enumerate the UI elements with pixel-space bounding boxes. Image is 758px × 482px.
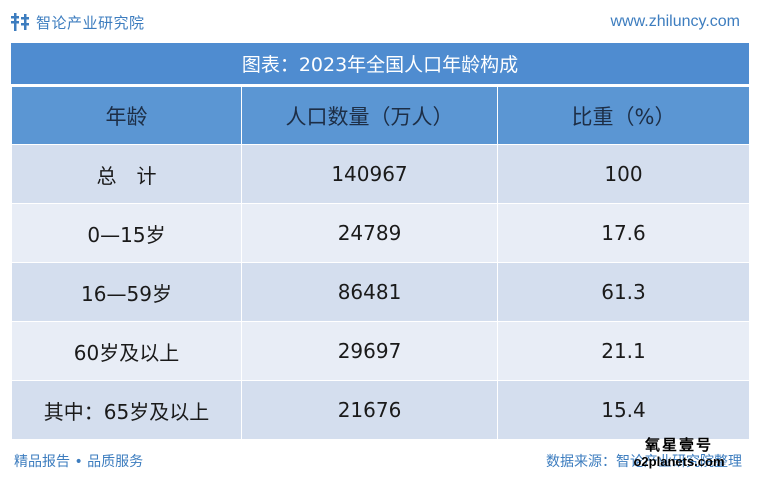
cell-population: 29697 <box>241 321 498 381</box>
column-header-population: 人口数量（万人） <box>241 86 498 145</box>
cell-share: 17.6 <box>497 203 750 263</box>
table-header-row: 年龄 人口数量（万人） 比重（%） <box>11 86 750 145</box>
cell-age: 60岁及以上 <box>11 321 242 381</box>
table-row: 0—15岁 24789 17.6 <box>11 203 750 263</box>
brand: 智论产业研究院 <box>10 12 145 33</box>
footer-source: 数据来源：智论产业研究院整理 <box>546 454 742 470</box>
data-table-container: 图表：2023年全国人口年龄构成 年龄 人口数量（万人） 比重（%） 总 计 1… <box>11 43 750 440</box>
brand-name: 智论产业研究院 <box>36 13 145 32</box>
cell-age: 16—59岁 <box>11 262 242 322</box>
table-title: 图表：2023年全国人口年龄构成 <box>11 43 749 86</box>
column-header-share: 比重（%） <box>497 86 750 145</box>
footer-slogan: 精品报告 • 品质服务 <box>14 454 144 470</box>
page-footer: 精品报告 • 品质服务 数据来源：智论产业研究院整理 <box>0 446 758 476</box>
table-row: 总 计 140967 100 <box>11 144 750 204</box>
watermark-title: 氧星壹号 <box>644 436 713 454</box>
watermark: 氧星壹号 o2planets.com <box>620 436 738 470</box>
site-url-link[interactable]: www.zhiluncy.com <box>610 13 740 30</box>
cell-share: 100 <box>497 144 750 204</box>
population-table: 年龄 人口数量（万人） 比重（%） 总 计 140967 100 0—15岁 2… <box>11 86 750 440</box>
cell-population: 24789 <box>241 203 498 263</box>
cell-share: 15.4 <box>497 380 750 440</box>
cell-age: 总 计 <box>11 144 242 204</box>
column-header-age: 年龄 <box>11 86 242 145</box>
table-row: 60岁及以上 29697 21.1 <box>11 321 750 381</box>
cell-population: 86481 <box>241 262 498 322</box>
cell-age: 其中：65岁及以上 <box>11 380 242 440</box>
page-header: 智论产业研究院 www.zhiluncy.com <box>0 0 758 44</box>
table-row: 其中：65岁及以上 21676 15.4 <box>11 380 750 440</box>
watermark-site: o2planets.com <box>633 454 725 469</box>
cell-population: 140967 <box>241 144 498 204</box>
cell-population: 21676 <box>241 380 498 440</box>
brand-logo-icon <box>10 13 30 31</box>
cell-share: 61.3 <box>497 262 750 322</box>
table-row: 16—59岁 86481 61.3 <box>11 262 750 322</box>
cell-age: 0—15岁 <box>11 203 242 263</box>
cell-share: 21.1 <box>497 321 750 381</box>
